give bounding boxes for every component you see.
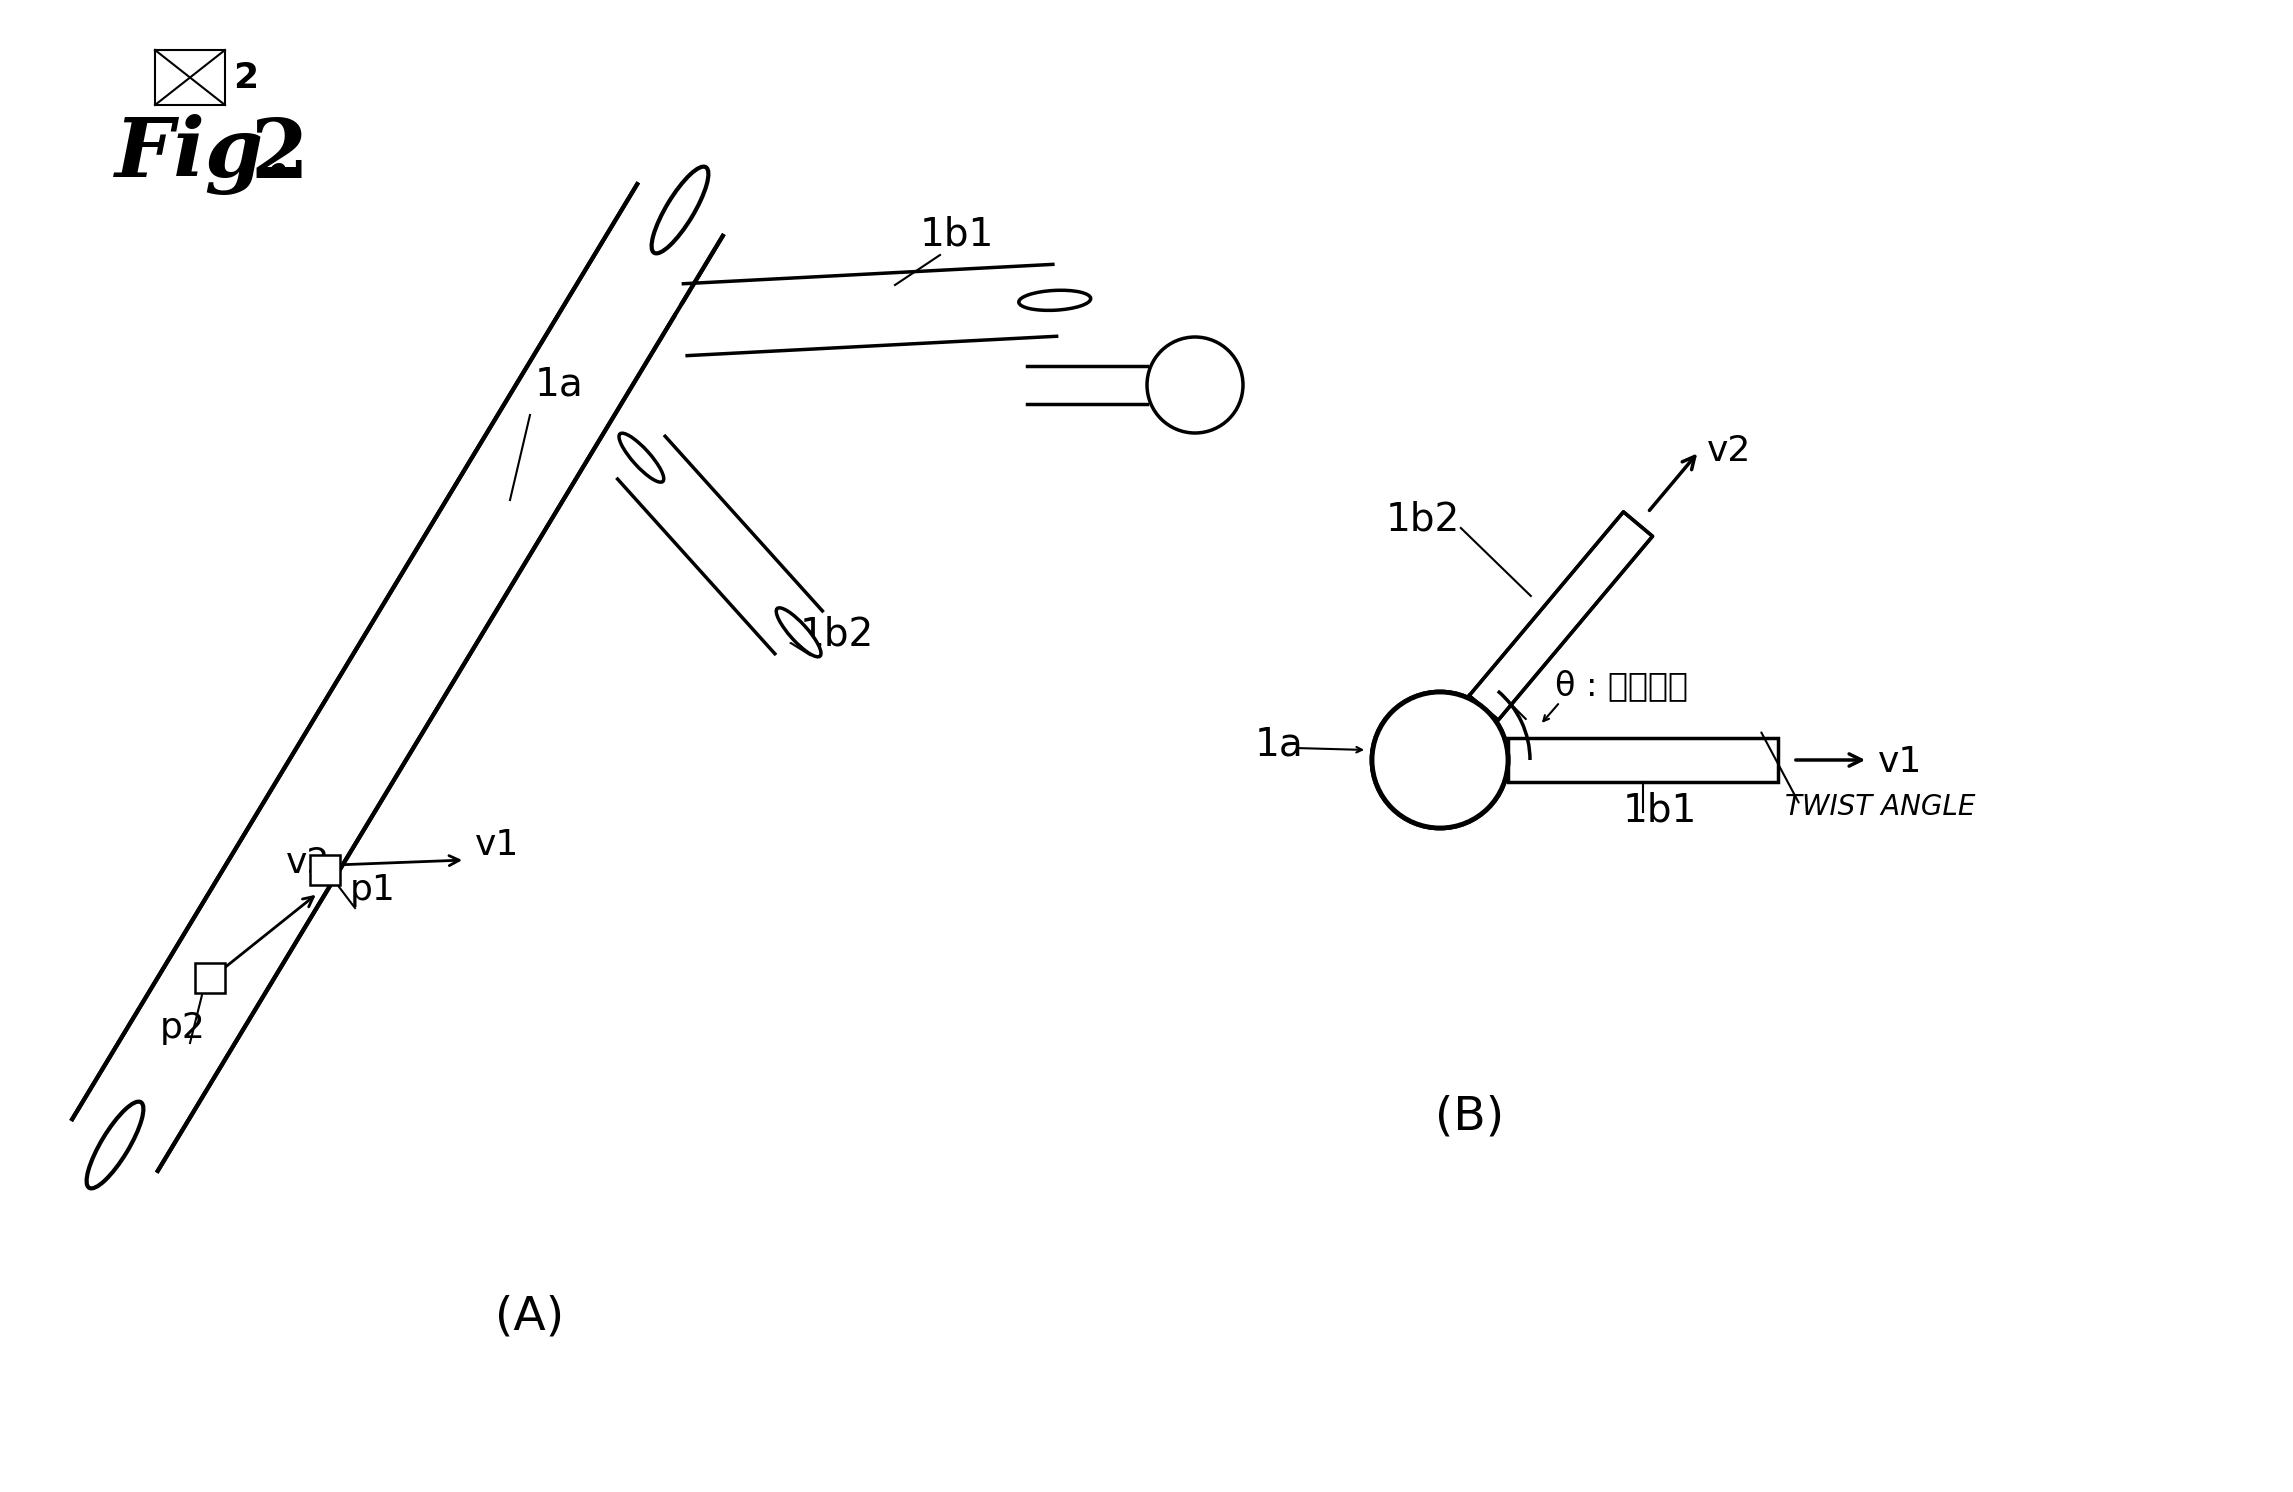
Bar — [195, 962, 225, 994]
Text: p1: p1 — [351, 873, 397, 907]
Text: 1a: 1a — [1254, 727, 1305, 764]
Text: 1b2: 1b2 — [1385, 501, 1461, 539]
Polygon shape — [1470, 512, 1653, 721]
Circle shape — [1371, 692, 1509, 828]
Text: 1b2: 1b2 — [800, 615, 874, 653]
Text: 1b1: 1b1 — [1623, 792, 1697, 830]
Text: p2: p2 — [161, 1012, 206, 1044]
Text: TWIST ANGLE: TWIST ANGLE — [1784, 794, 1974, 821]
Text: v2: v2 — [1706, 434, 1752, 468]
Text: (B): (B) — [1435, 1095, 1504, 1140]
Text: 2: 2 — [234, 61, 259, 94]
Text: 1b1: 1b1 — [919, 215, 995, 254]
Ellipse shape — [777, 607, 821, 656]
Text: θ : ねじれ角: θ : ねじれ角 — [1555, 668, 1688, 703]
Circle shape — [1146, 337, 1243, 433]
Text: v1: v1 — [475, 828, 521, 862]
Bar — [1509, 739, 1777, 782]
Text: v1: v1 — [1878, 745, 1922, 779]
Circle shape — [1371, 692, 1509, 828]
Text: 2: 2 — [250, 115, 307, 195]
Ellipse shape — [1018, 291, 1091, 310]
Text: (A): (A) — [495, 1295, 564, 1340]
Bar — [310, 855, 339, 885]
Text: 1a: 1a — [534, 366, 585, 403]
Polygon shape — [1470, 512, 1653, 721]
Text: v2: v2 — [287, 846, 330, 880]
Text: Fig.: Fig. — [115, 113, 294, 195]
